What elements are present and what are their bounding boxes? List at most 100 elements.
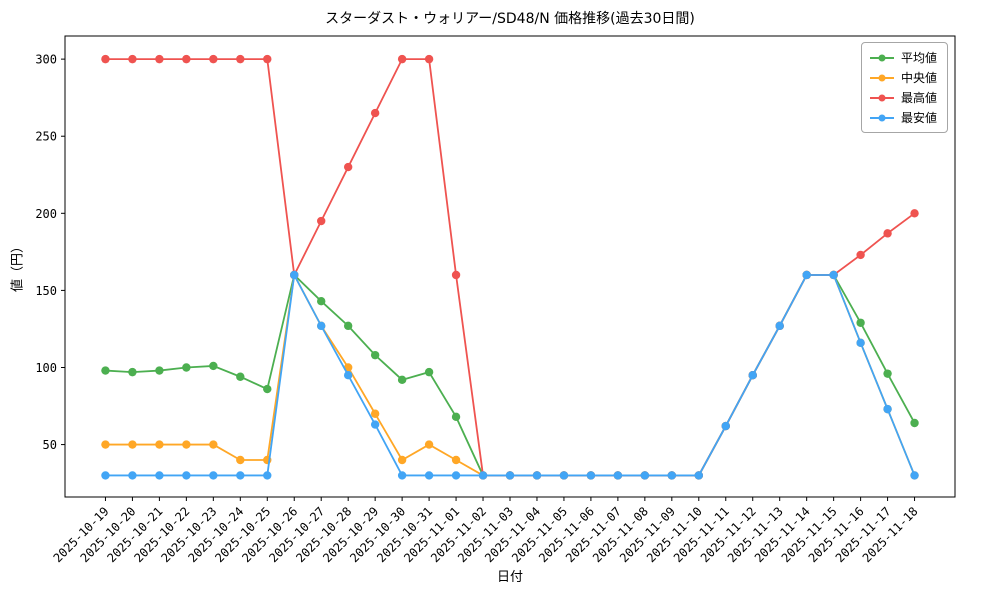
legend-item-median: 中央値 bbox=[869, 69, 937, 86]
data-point-marker bbox=[101, 440, 110, 449]
data-point-marker bbox=[694, 471, 703, 480]
data-point-marker bbox=[424, 54, 434, 64]
data-point-marker bbox=[155, 471, 164, 480]
legend-marker-min bbox=[869, 113, 894, 122]
legend-label-max: 最高値 bbox=[900, 91, 937, 105]
data-point-marker bbox=[910, 209, 919, 218]
x-axis-title: 日付 bbox=[496, 570, 523, 585]
data-point-marker bbox=[182, 54, 191, 64]
data-point-marker bbox=[182, 471, 191, 480]
legend-label-min: 最安値 bbox=[900, 111, 937, 125]
data-point-marker bbox=[883, 229, 892, 238]
data-point-marker bbox=[182, 440, 191, 449]
y-tick-label: 200 bbox=[35, 207, 57, 221]
data-point-marker bbox=[667, 471, 677, 480]
data-point-marker bbox=[128, 367, 137, 377]
legend-label-median: 中央値 bbox=[900, 71, 937, 85]
data-point-marker bbox=[613, 471, 623, 480]
data-point-marker bbox=[451, 455, 461, 465]
data-point-marker bbox=[209, 361, 218, 371]
data-point-marker bbox=[263, 384, 272, 394]
data-point-marker bbox=[532, 471, 542, 480]
data-point-marker bbox=[317, 296, 326, 306]
data-point-marker bbox=[209, 440, 218, 449]
legend-item-min: 最安値 bbox=[869, 109, 937, 126]
data-point-marker bbox=[182, 363, 191, 372]
legend-marker-max bbox=[869, 93, 894, 102]
data-point-marker bbox=[343, 162, 353, 172]
data-point-marker bbox=[883, 404, 892, 414]
data-point-marker bbox=[155, 366, 164, 375]
data-point-marker bbox=[802, 270, 811, 280]
data-point-marker bbox=[505, 471, 515, 480]
data-point-marker bbox=[424, 471, 434, 480]
data-point-marker bbox=[397, 375, 407, 385]
data-point-marker bbox=[128, 440, 137, 449]
y-tick-label: 150 bbox=[35, 284, 57, 298]
legend: 平均値中央値最高値最安値 bbox=[860, 42, 948, 133]
data-point-marker bbox=[290, 270, 299, 280]
data-point-marker bbox=[478, 471, 488, 480]
legend-label-average: 平均値 bbox=[900, 51, 937, 65]
data-point-marker bbox=[397, 54, 407, 64]
data-point-marker bbox=[586, 471, 596, 480]
data-point-marker bbox=[370, 108, 380, 118]
data-point-marker bbox=[451, 270, 461, 280]
data-point-marker bbox=[317, 321, 326, 331]
data-point-marker bbox=[451, 412, 461, 422]
data-point-marker bbox=[155, 440, 164, 449]
y-axis-title: 値（円） bbox=[10, 239, 26, 293]
data-point-marker bbox=[128, 54, 137, 64]
data-point-marker bbox=[370, 420, 380, 429]
data-point-marker bbox=[424, 367, 434, 377]
data-point-marker bbox=[209, 471, 218, 480]
data-point-marker bbox=[451, 471, 461, 480]
y-tick-label: 100 bbox=[35, 361, 57, 375]
y-tick-label: 50 bbox=[43, 438, 57, 452]
data-point-marker bbox=[640, 471, 650, 480]
data-point-marker bbox=[263, 54, 272, 64]
data-point-marker bbox=[155, 54, 164, 64]
y-axis: 50 100 150 200 250 300 bbox=[35, 53, 65, 452]
data-point-marker bbox=[856, 338, 865, 348]
data-point-marker bbox=[343, 321, 353, 331]
series-min bbox=[101, 270, 919, 480]
data-point-marker bbox=[101, 54, 110, 64]
data-point-marker bbox=[559, 471, 569, 480]
y-tick-label: 300 bbox=[35, 53, 57, 67]
chart-title: スターダスト・ウォリアー/SD48/N 価格推移(過去30日間) bbox=[325, 11, 695, 27]
data-point-marker bbox=[101, 471, 110, 480]
legend-item-average: 平均値 bbox=[869, 49, 937, 66]
data-point-marker bbox=[236, 372, 245, 381]
data-point-marker bbox=[236, 455, 245, 465]
data-point-marker bbox=[343, 370, 353, 380]
x-axis: 2025-10-192025-10-202025-10-212025-10-22… bbox=[51, 497, 921, 565]
data-point-marker bbox=[856, 318, 865, 327]
legend-marker-average bbox=[869, 53, 894, 62]
data-point-marker bbox=[424, 440, 434, 449]
data-point-marker bbox=[910, 471, 919, 480]
data-point-marker bbox=[883, 369, 892, 378]
data-point-marker bbox=[397, 455, 407, 465]
data-point-marker bbox=[721, 421, 730, 431]
data-point-marker bbox=[101, 366, 110, 375]
data-point-marker bbox=[236, 471, 245, 480]
y-tick-label: 250 bbox=[35, 130, 57, 144]
data-point-marker bbox=[748, 370, 757, 380]
data-point-marker bbox=[209, 54, 218, 64]
data-point-marker bbox=[263, 471, 272, 480]
data-point-marker bbox=[856, 250, 865, 260]
plot-frame bbox=[64, 35, 956, 498]
data-point-marker bbox=[236, 54, 245, 64]
data-point-marker bbox=[370, 350, 380, 360]
data-point-marker bbox=[370, 409, 380, 418]
legend-item-max: 最高値 bbox=[869, 89, 937, 106]
data-point-marker bbox=[397, 471, 407, 480]
data-point-marker bbox=[128, 471, 137, 480]
data-point-marker bbox=[829, 270, 838, 280]
data-point-marker bbox=[775, 321, 784, 331]
data-point-marker bbox=[910, 418, 919, 428]
data-point-marker bbox=[317, 216, 326, 226]
